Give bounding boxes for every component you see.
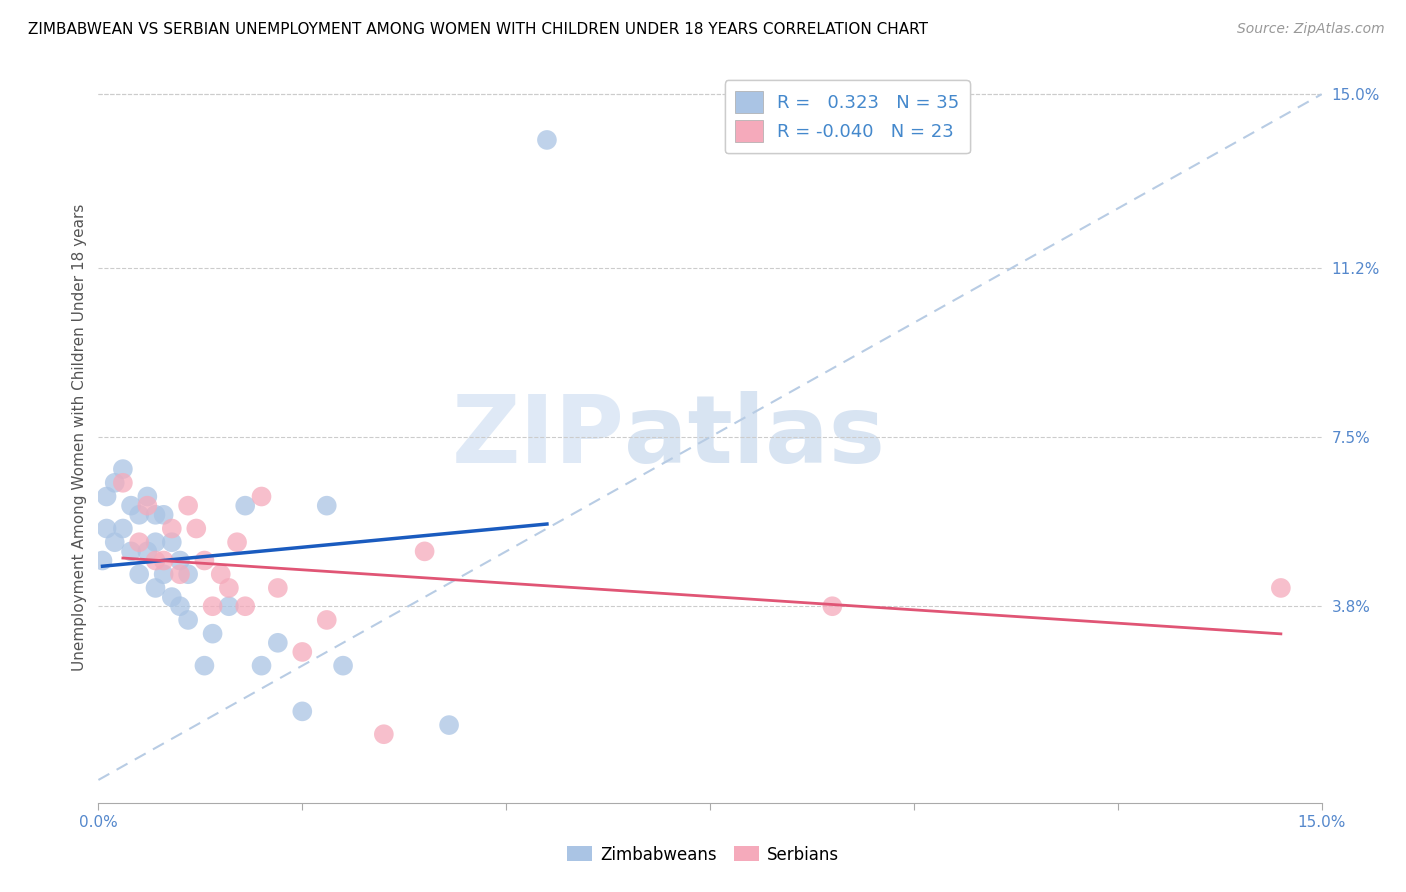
Point [169,567,191,582]
Point [91,553,114,567]
Point [186,521,208,535]
Point [111,462,134,476]
Legend: Zimbabweans, Serbians: Zimbabweans, Serbians [561,839,845,871]
Point [201,599,224,614]
Point [136,499,159,513]
Point [152,508,174,522]
Point [111,475,134,490]
Point [193,553,215,567]
Point [413,544,436,558]
Point [136,544,159,558]
Point [315,499,337,513]
Point [332,658,354,673]
Point [821,599,844,614]
Point [145,508,167,522]
Text: ZIMBABWEAN VS SERBIAN UNEMPLOYMENT AMONG WOMEN WITH CHILDREN UNDER 18 YEARS CORR: ZIMBABWEAN VS SERBIAN UNEMPLOYMENT AMONG… [28,22,928,37]
Point [267,581,290,595]
Point [169,599,191,614]
Point [291,645,314,659]
Point [233,499,256,513]
Point [201,626,224,640]
Point [120,544,142,558]
Point [315,613,337,627]
Point [104,535,127,549]
Point [1270,581,1292,595]
Point [250,490,273,504]
Point [96,490,118,504]
Point [136,490,159,504]
Point [291,705,314,719]
Point [536,133,558,147]
Point [160,535,183,549]
Point [177,613,200,627]
Point [233,599,256,614]
Point [267,636,290,650]
Y-axis label: Unemployment Among Women with Children Under 18 years: Unemployment Among Women with Children U… [72,203,87,671]
Point [218,581,240,595]
Point [152,553,174,567]
Text: ZIP: ZIP [451,391,624,483]
Point [145,553,167,567]
Point [177,567,200,582]
Point [128,535,150,549]
Point [226,535,249,549]
Point [145,535,167,549]
Text: atlas: atlas [624,391,886,483]
Point [218,599,240,614]
Point [209,567,232,582]
Point [111,521,134,535]
Point [160,521,183,535]
Point [177,499,200,513]
Point [193,658,215,673]
Point [250,658,273,673]
Text: Source: ZipAtlas.com: Source: ZipAtlas.com [1237,22,1385,37]
Point [120,499,142,513]
Point [152,567,174,582]
Point [128,567,150,582]
Point [128,508,150,522]
Point [96,521,118,535]
Point [104,475,127,490]
Legend: R =   0.323   N = 35, R = -0.040   N = 23: R = 0.323 N = 35, R = -0.040 N = 23 [724,80,970,153]
Point [145,581,167,595]
Point [169,553,191,567]
Point [437,718,460,732]
Point [373,727,395,741]
Point [160,590,183,604]
